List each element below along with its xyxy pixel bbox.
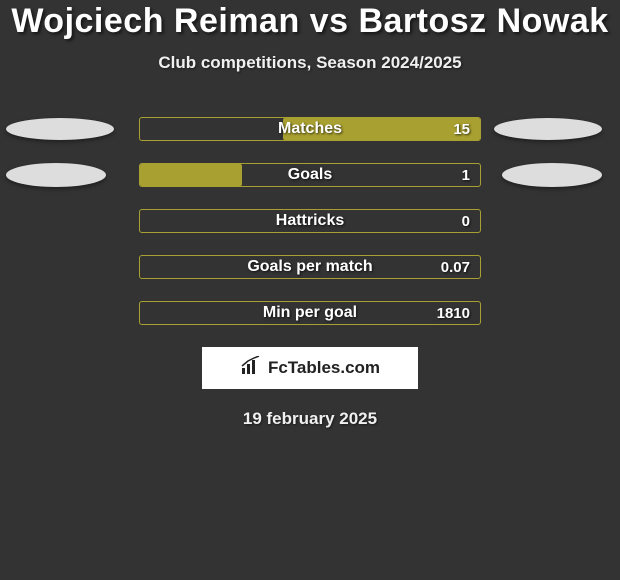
stat-value: 1810 (437, 305, 470, 322)
chart-icon (240, 356, 262, 381)
stat-row: Matches 15 (0, 117, 620, 141)
stat-row: Min per goal 1810 (0, 301, 620, 325)
subtitle: Club competitions, Season 2024/2025 (0, 53, 620, 73)
left-ellipse (6, 118, 114, 140)
stat-label: Matches (278, 120, 342, 138)
stat-bar: Min per goal 1810 (139, 301, 481, 325)
page-title: Wojciech Reiman vs Bartosz Nowak (0, 2, 620, 41)
stat-bar: Goals per match 0.07 (139, 255, 481, 279)
brand-box: FcTables.com (202, 347, 418, 389)
stat-bar: Matches 15 (139, 117, 481, 141)
right-ellipse (502, 163, 602, 187)
stat-row: Goals 1 (0, 163, 620, 187)
stat-value: 0.07 (441, 259, 470, 276)
stat-bar: Goals 1 (139, 163, 481, 187)
stat-row: Hattricks 0 (0, 209, 620, 233)
stat-value: 15 (453, 121, 470, 138)
stat-label: Hattricks (276, 212, 344, 230)
stat-label: Goals (288, 166, 332, 184)
bar-fill (140, 164, 242, 186)
stat-label: Min per goal (263, 304, 357, 322)
stat-value: 1 (462, 167, 470, 184)
stat-row: Goals per match 0.07 (0, 255, 620, 279)
stat-value: 0 (462, 213, 470, 230)
right-ellipse (494, 118, 602, 140)
comparison-infographic: Wojciech Reiman vs Bartosz Nowak Club co… (0, 0, 620, 429)
stat-bar: Hattricks 0 (139, 209, 481, 233)
date-text: 19 february 2025 (0, 409, 620, 429)
left-ellipse (6, 163, 106, 187)
stat-label: Goals per match (247, 258, 372, 276)
stats-rows: Matches 15 Goals 1 Hattricks 0 Goals per match… (0, 117, 620, 325)
brand-text: FcTables.com (268, 358, 380, 378)
